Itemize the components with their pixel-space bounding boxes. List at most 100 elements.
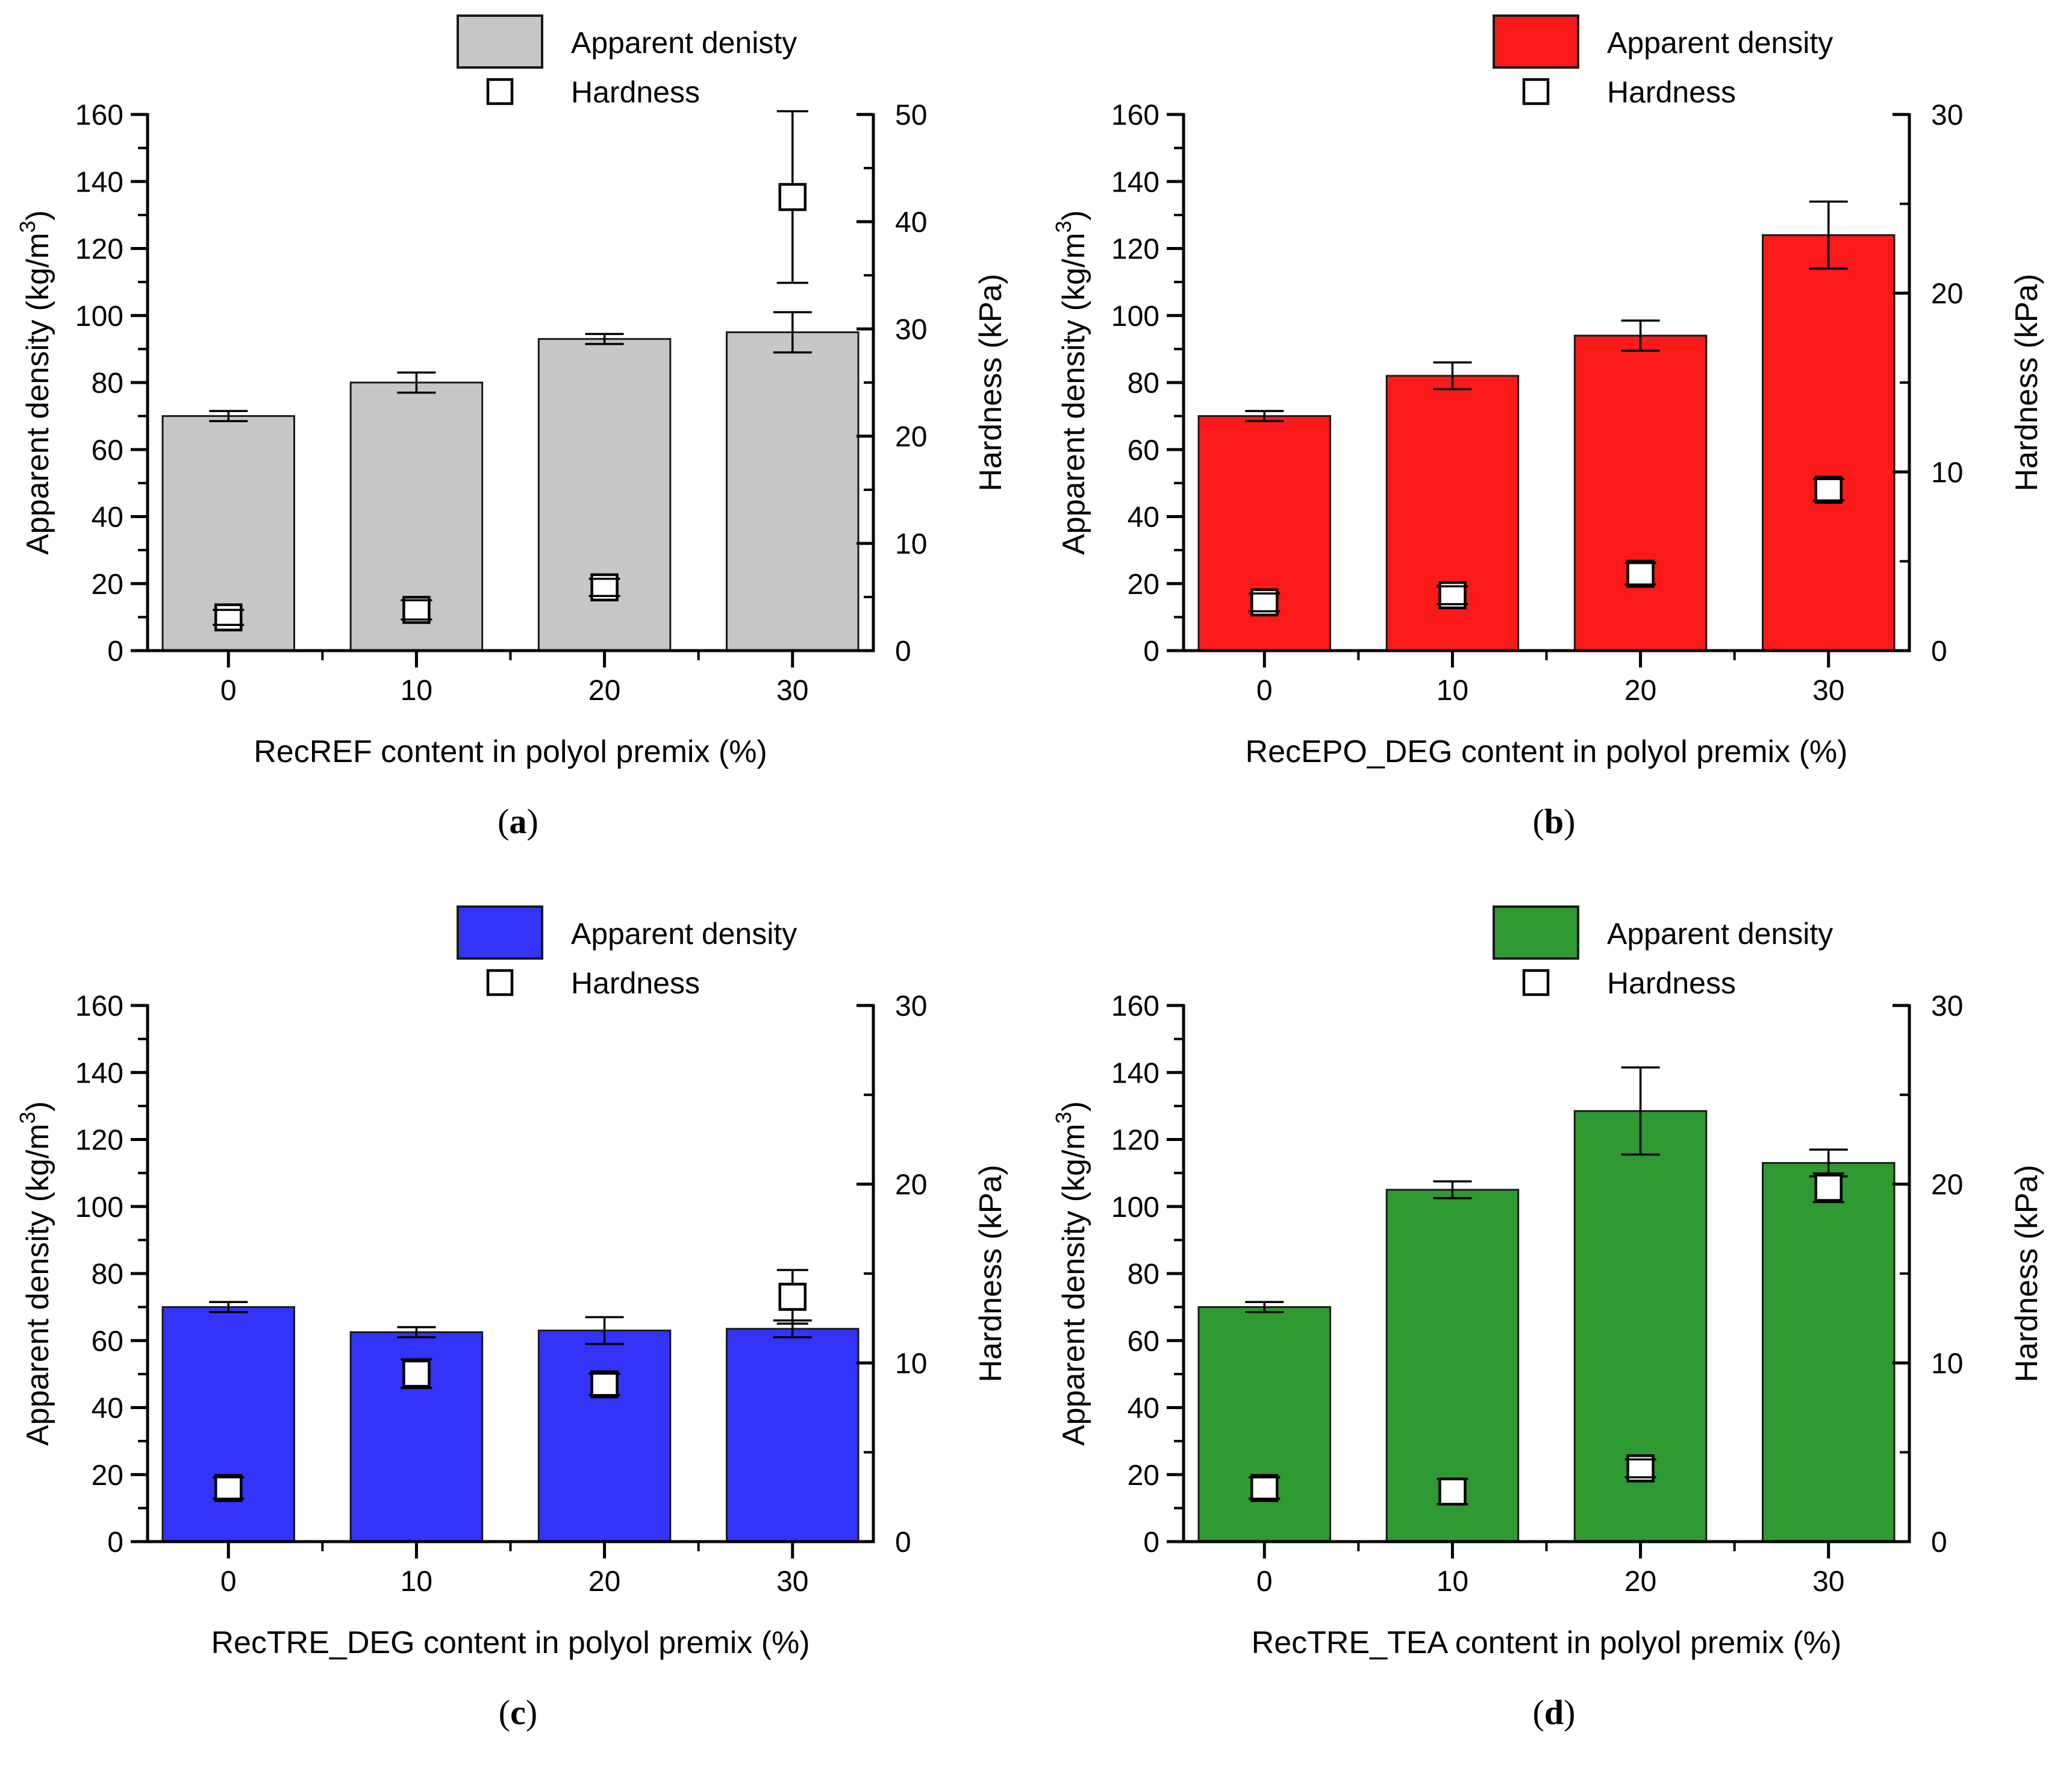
left-tick-label: 160 [75, 99, 123, 131]
x-axis-title: RecTRE_DEG content in polyol premix (%) [211, 1625, 810, 1660]
left-tick-label: 20 [1128, 569, 1159, 601]
right-axis-title: Hardness (kPa) [973, 1165, 1008, 1382]
right-tick-label: 30 [895, 990, 927, 1022]
hardness-markers [1249, 1172, 1844, 1506]
x-axis-title: RecTRE_TEA content in polyol premix (%) [1252, 1625, 1842, 1660]
hardness-marker [1438, 1477, 1467, 1506]
bar [1197, 1306, 1331, 1543]
x-tick-label: 0 [1256, 675, 1273, 707]
x-tick-label: 30 [1812, 1566, 1844, 1598]
legend-hardness-swatch [486, 78, 514, 105]
x-tick-label: 10 [1437, 675, 1468, 707]
x-axis-ticks: 0 10 20 30 [1256, 1542, 1844, 1598]
legend-density-label: Apparent density [571, 917, 797, 951]
hardness-marker [1626, 560, 1655, 588]
left-tick-label: 40 [92, 502, 123, 534]
chart-d-canvas: 0 20 40 60 80 100 120 140 160 0 10 20 30 0 10 20 30 RecTR… [1051, 905, 2044, 1660]
left-axis-ticks: 0 20 40 60 80 100 120 140 160 [1111, 99, 1184, 667]
right-axis-ticks: 0 10 20 30 [857, 990, 927, 1558]
bar-error [585, 1316, 624, 1345]
hardness-marker [214, 603, 243, 632]
right-tick-label: 20 [1931, 278, 1963, 310]
hardness-markers [1249, 475, 1844, 617]
left-tick-label: 20 [92, 569, 123, 601]
x-tick-label: 20 [1624, 1566, 1656, 1598]
density-bars [1197, 1066, 1896, 1543]
hardness-marker [214, 1474, 243, 1502]
caption-paren: ( [1532, 802, 1544, 841]
chart-panel-b: 0 20 40 60 80 100 120 140 160 0 10 20 30 0 10 20 30 RecEP… [1036, 0, 2072, 891]
x-axis-ticks: 0 10 20 30 [1256, 651, 1844, 707]
right-tick-label: 30 [1931, 99, 1963, 131]
bar [161, 1306, 295, 1543]
right-tick-label: 30 [895, 314, 927, 346]
right-tick-label: 0 [895, 636, 911, 667]
caption-paren: ( [498, 1693, 511, 1732]
bar-error [1433, 361, 1472, 390]
right-tick-label: 0 [895, 1527, 911, 1558]
right-tick-label: 20 [895, 421, 927, 453]
hardness-marker [402, 1359, 431, 1388]
chart-panel-a: 0 20 40 60 80 100 120 140 160 0 10 20 30 40 50 0 10 20 30 R… [0, 0, 1036, 891]
caption-d: (d) [1036, 1692, 2072, 1733]
x-axis-ticks: 0 10 20 30 [220, 651, 808, 707]
left-tick-label: 120 [1111, 1125, 1159, 1157]
bar-error [397, 371, 436, 394]
caption-letter: c [510, 1693, 526, 1732]
left-tick-label: 60 [92, 1325, 123, 1357]
caption-paren: ) [525, 1693, 538, 1732]
left-axis-ticks: 0 20 40 60 80 100 120 140 160 [75, 99, 148, 667]
x-tick-label: 0 [220, 675, 237, 707]
x-tick-label: 30 [1812, 675, 1844, 707]
left-axis-ticks: 0 20 40 60 80 100 120 140 160 [1111, 990, 1184, 1558]
right-axis-ticks: 0 10 20 30 40 50 [857, 99, 927, 667]
bar [1573, 334, 1708, 652]
left-tick-label: 160 [1111, 990, 1159, 1022]
left-tick-label: 60 [1128, 1325, 1159, 1357]
right-axis-title: Hardness (kPa) [2009, 274, 2044, 491]
left-tick-label: 100 [75, 1192, 123, 1224]
left-tick-label: 40 [92, 1393, 123, 1425]
bar-error [1621, 319, 1660, 352]
legend-hardness-label: Hardness [1607, 75, 1736, 109]
left-tick-label: 100 [1111, 1192, 1159, 1224]
left-axis-title: Apparent density (kg/m3) [15, 210, 55, 555]
bar [537, 338, 672, 652]
legend-hardness-label: Hardness [1607, 966, 1736, 1000]
bar [726, 331, 860, 652]
caption-paren: ( [498, 802, 510, 841]
x-tick-label: 10 [401, 675, 432, 707]
left-tick-label: 160 [1111, 99, 1159, 131]
legend-density-label: Apparent denisty [571, 26, 797, 60]
left-tick-label: 140 [1111, 1057, 1159, 1089]
left-tick-label: 120 [1111, 234, 1159, 266]
bar-error [1621, 1066, 1660, 1156]
x-tick-label: 20 [588, 1566, 620, 1598]
legend-hardness-label: Hardness [571, 75, 700, 109]
left-tick-label: 40 [1128, 1393, 1159, 1425]
right-tick-label: 30 [1931, 990, 1963, 1022]
caption-letter: d [1544, 1693, 1564, 1732]
x-tick-label: 20 [588, 675, 620, 707]
density-bars [161, 311, 860, 652]
hardness-marker [1814, 1174, 1843, 1202]
left-tick-label: 140 [1111, 166, 1159, 198]
bar-error [1245, 1301, 1284, 1313]
bar-error [397, 1326, 436, 1339]
bar-error [1809, 200, 1848, 270]
x-axis-title: RecEPO_DEG content in polyol premix (%) [1246, 734, 1848, 769]
left-tick-label: 0 [1143, 636, 1159, 667]
left-tick-label: 60 [92, 434, 123, 466]
caption-paren: ) [1564, 1693, 1576, 1732]
left-tick-label: 20 [92, 1460, 123, 1492]
right-tick-label: 20 [1931, 1169, 1963, 1201]
hardness-marker [590, 1370, 619, 1399]
legend-hardness-swatch [1522, 78, 1550, 105]
legend: Apparent denisty Hardness [457, 14, 797, 109]
bar [537, 1330, 672, 1543]
caption-letter: b [1544, 802, 1564, 841]
legend-density-swatch [1493, 14, 1579, 69]
x-tick-label: 30 [776, 675, 808, 707]
left-tick-label: 80 [1128, 367, 1159, 399]
